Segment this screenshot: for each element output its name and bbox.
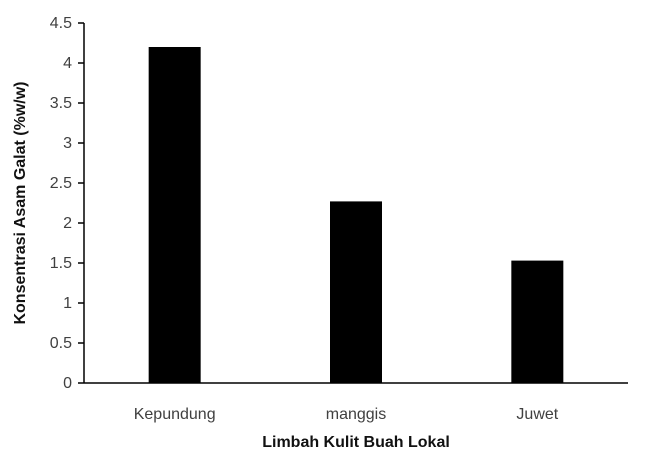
- x-tick-label: Juwet: [516, 406, 558, 423]
- y-tick-label: 2.5: [50, 175, 72, 192]
- bar-kepundung: [148, 47, 201, 383]
- x-tick-label: Kepundung: [134, 406, 216, 423]
- y-tick-label: 1.5: [50, 255, 72, 272]
- x-axis-title: Limbah Kulit Buah Lokal: [262, 434, 450, 451]
- bar-manggis: [330, 201, 382, 383]
- y-tick-label: 0: [63, 375, 72, 392]
- y-axis-title: Konsentrasi Asam Galat (%w/w): [12, 81, 29, 324]
- y-tick-label: 3: [63, 135, 72, 152]
- y-tick-label: 2: [63, 215, 72, 232]
- y-tick-label: 3.5: [50, 95, 72, 112]
- y-tick-label: 0.5: [50, 335, 72, 352]
- bars: [148, 47, 564, 383]
- y-axis-ticks: 0 0.5 1 1.5 2 2.5 3 3.5 4 4.5: [50, 15, 84, 392]
- y-tick-label: 4: [63, 55, 72, 72]
- y-tick-label: 1: [63, 295, 72, 312]
- x-axis-ticks: Kepundung manggis Juwet: [134, 406, 559, 423]
- y-tick-label: 4.5: [50, 15, 72, 32]
- bar-juwet: [511, 260, 564, 383]
- x-tick-label: manggis: [326, 406, 386, 423]
